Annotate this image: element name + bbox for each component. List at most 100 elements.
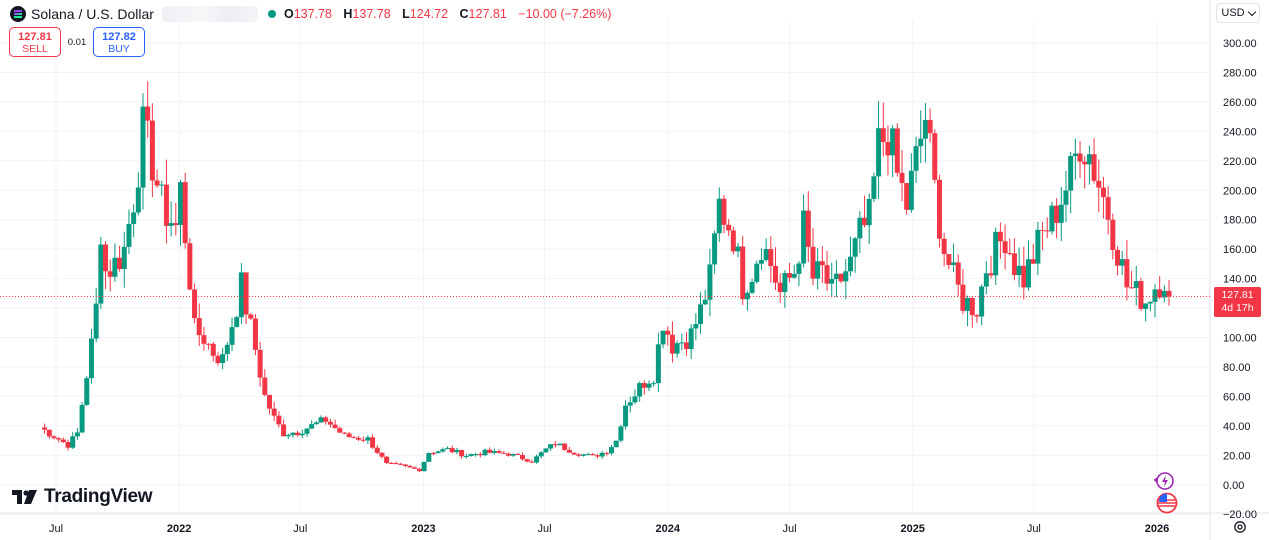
candle-body [576,454,582,456]
candle-body [627,402,633,406]
buy-price: 127.82 [102,31,136,43]
candle-body [487,449,493,453]
y-tick-label: 180.00 [1223,215,1257,227]
candle-body [440,449,446,452]
candle-body [552,444,558,446]
candle-body [646,383,652,388]
settings-gear-icon[interactable] [1232,519,1248,535]
candle-body [566,449,572,453]
candle-body [974,315,980,317]
candle-body [1054,205,1060,223]
candle-body [955,262,961,285]
candle-body [416,468,422,472]
candle-body [430,453,436,455]
candle-body [655,344,661,384]
lightning-icon[interactable] [1153,471,1175,491]
candle-body [140,106,146,188]
candle-body [637,383,643,397]
candle-body [632,396,638,403]
candle-body [698,304,704,325]
solana-logo-icon [10,6,26,22]
candle-body [707,264,713,300]
candle-body [276,415,282,425]
candle-body [477,454,483,456]
candle-body [60,439,66,443]
candle-body [908,170,914,210]
candle-body [388,462,394,464]
candle-body [1044,230,1050,232]
candle-body [609,447,615,454]
currency-select[interactable]: USD [1216,3,1260,23]
candle-body [168,223,174,226]
y-tick-label: 100.00 [1223,333,1257,345]
candle-body [463,455,469,457]
candle-body [1124,259,1130,288]
candle-body [1082,161,1088,165]
candle-body [262,377,268,395]
hidden-exchange-info [161,6,258,22]
candle-body [880,128,886,143]
candle-body [187,243,193,290]
candle-body [730,230,736,252]
candle-body [46,429,52,437]
candle-body [1157,289,1163,298]
candle-body [894,128,900,173]
candle-body [281,424,287,437]
candle-body [979,286,985,317]
candle-body [782,273,788,293]
candle-body [65,442,71,448]
candle-body [98,244,104,304]
candle-body [398,463,404,465]
candle-body [702,299,708,305]
high-value: 137.78 [352,7,391,21]
candle-body [838,273,844,282]
candle-body [177,182,183,225]
candle-body [712,233,718,265]
candle-body [829,279,835,284]
candle-body [801,210,807,264]
candle-body [754,263,760,282]
bar-countdown: 4d 17h [1221,302,1254,314]
candle-body [693,324,699,329]
symbol-name[interactable]: Solana / U.S. Dollar [31,6,154,22]
candle-body [768,249,774,267]
candle-body [407,465,413,468]
candle-body [1143,303,1149,309]
sell-button[interactable]: 127.81 SELL [9,27,61,57]
candle-body [997,231,1003,242]
candle-body [1110,219,1116,250]
candle-body [1072,153,1078,157]
y-tick-label: 300.00 [1223,38,1257,50]
candle-body [936,179,942,239]
ohlc-values: O137.78 H137.78 L124.72 C127.81 −10.00 (… [284,7,615,21]
candle-body [862,217,868,226]
candle-body [740,246,746,300]
candle-body [590,454,596,456]
candle-body [571,452,577,455]
candle-body [876,128,882,177]
candle-body [491,451,497,453]
us-flag-icon[interactable] [1154,492,1180,514]
candle-body [613,440,619,448]
x-tick-label: 2026 [1145,523,1169,535]
candle-body [107,271,113,277]
candle-body [833,273,839,280]
candle-body [290,432,296,436]
low-value: 124.72 [409,7,449,21]
tradingview-logo[interactable]: TradingView [12,486,153,508]
candle-body [1166,290,1172,297]
candle-body [56,438,62,440]
candle-body [224,344,230,355]
market-status-dot-icon[interactable] [267,10,276,18]
buy-button[interactable]: 127.82 BUY [93,27,145,57]
candle-body [70,436,76,448]
candle-body [271,408,277,416]
candle-body [866,198,872,226]
candle-body [763,249,769,261]
x-tick-label: Jul [293,523,307,535]
candle-body [468,454,474,456]
x-tick-label: 2025 [900,523,924,535]
candle-body [1129,287,1135,289]
x-tick-label: Jul [1027,523,1041,535]
